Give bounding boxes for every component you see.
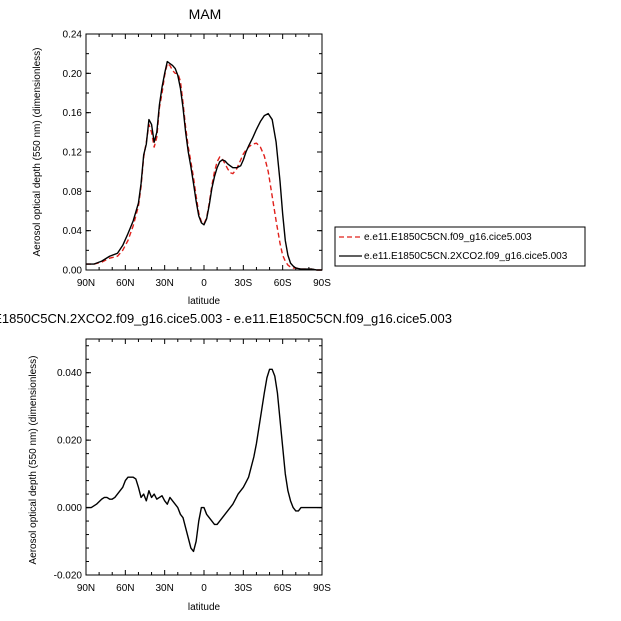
bottom-chart-ylabel: Aerosol optical depth (550 nm) (dimensio… (28, 356, 39, 565)
series-line-2-1 (86, 368, 322, 553)
x-tick-label: 0 (201, 278, 207, 289)
x-tick-label: 90N (77, 278, 95, 289)
legend-label-series-1: e.e11.E1850C5CN.f09_g16.cice5.003 (364, 232, 532, 243)
y-tick-label: 0.00 (63, 266, 83, 277)
x-tick-label: 60S (274, 583, 292, 594)
y-tick-label: 0.000 (57, 503, 82, 514)
y-tick-label: 0.24 (63, 30, 83, 41)
bottom-chart: e.e11.E1850C5CN.2XCO2.f09_g16.cice5.003 … (0, 311, 452, 613)
series-line-1-2 (86, 60, 322, 271)
x-tick-label: 30N (155, 583, 173, 594)
x-tick-label: 90N (77, 583, 95, 594)
top-chart-xlabel: latitude (188, 296, 221, 307)
x-tick-label: 60N (116, 278, 134, 289)
y-tick-label: 0.20 (63, 69, 83, 80)
x-tick-label: 90S (313, 583, 331, 594)
bottom-chart-frame (85, 338, 323, 576)
legend-box (334, 226, 586, 267)
legend-label-series-2: e.e11.E1850C5CN.2XCO2.f09_g16.cice5.003 (364, 251, 568, 262)
y-tick-label: -0.020 (54, 571, 83, 582)
y-tick-label: 0.08 (63, 187, 83, 198)
x-tick-label: 30N (155, 278, 173, 289)
bottom-chart-title: e.e11.E1850C5CN.2XCO2.f09_g16.cice5.003 … (0, 311, 452, 326)
top-chart-legend: e.e11.E1850C5CN.f09_g16.cice5.003 e.e11.… (334, 226, 586, 267)
y-tick-label: 0.04 (63, 226, 83, 237)
top-chart-frame (85, 33, 323, 271)
top-chart-lines (86, 60, 322, 271)
y-tick-label: 0.12 (63, 148, 83, 159)
y-tick-label: 0.16 (63, 108, 83, 119)
x-tick-label: 90S (313, 278, 331, 289)
x-tick-label: 30S (234, 583, 252, 594)
y-tick-label: 0.020 (57, 436, 82, 447)
top-chart-ylabel: Aerosol optical depth (550 nm) (dimensio… (32, 48, 43, 257)
y-tick-label: 0.040 (57, 368, 82, 379)
x-tick-label: 0 (201, 583, 207, 594)
x-tick-label: 60S (274, 278, 292, 289)
top-chart: MAM 90N 60N 30N 0 30S 60S 90S 0.00 0.04 0.08 0.12 0… (32, 6, 586, 307)
x-tick-label: 60N (116, 583, 134, 594)
bottom-chart-lines (86, 368, 322, 553)
x-tick-label: 30S (234, 278, 252, 289)
bottom-chart-xlabel: latitude (188, 602, 221, 613)
series-line-1-1 (86, 62, 322, 271)
top-chart-ticks: 90N 60N 30N 0 30S 60S 90S 0.00 0.04 0.08 0.12 0.16 0… (63, 30, 332, 290)
bottom-chart-ticks: 90N 60N 30N 0 30S 60S 90S -0.020 0.000 0.020 0.040 (54, 339, 331, 594)
top-chart-title: MAM (189, 6, 222, 22)
